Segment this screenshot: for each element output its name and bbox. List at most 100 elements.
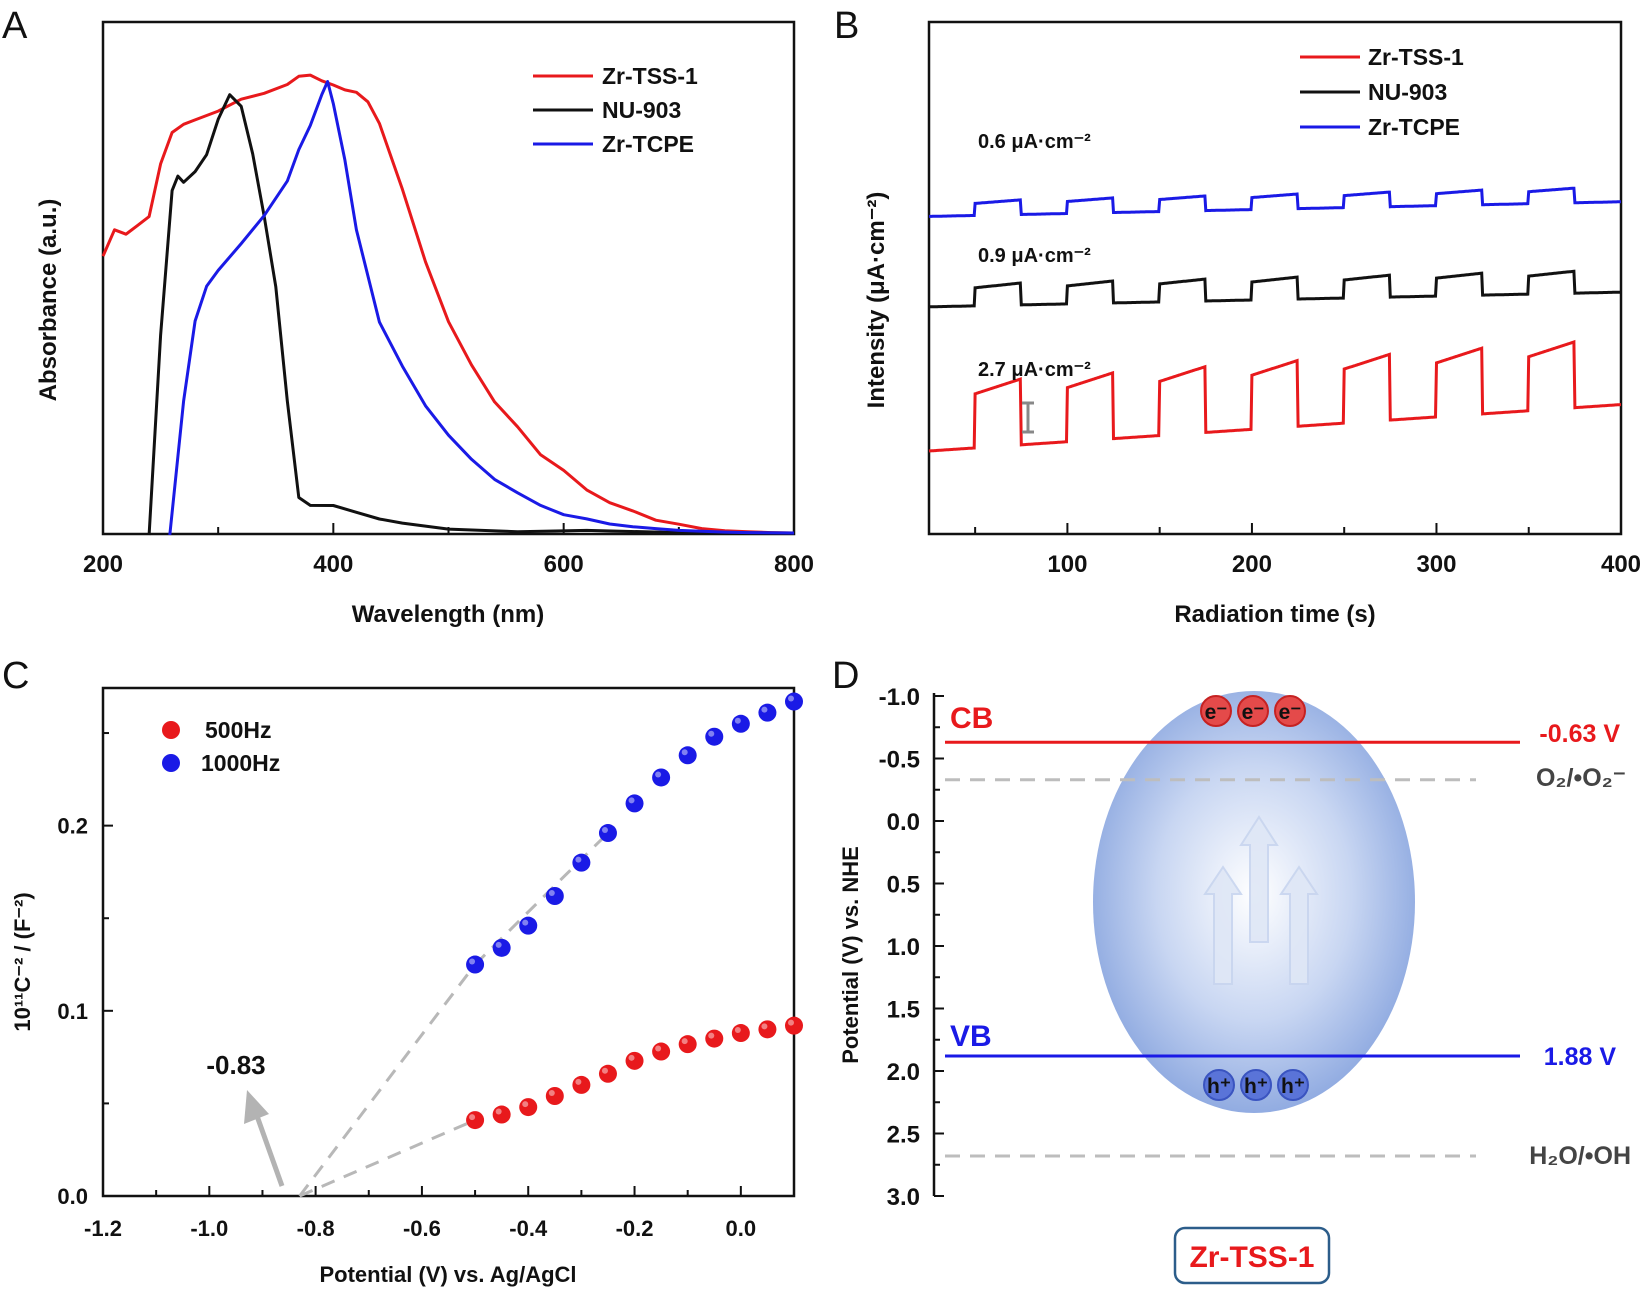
data-point-500hz [678, 1035, 697, 1054]
legend-label-a-0: Zr-TSS-1 [602, 63, 698, 89]
data-point-500hz [652, 1042, 671, 1061]
data-point-1000hz [545, 887, 564, 905]
holes: h⁺ h⁺ h⁺ [1203, 1069, 1309, 1101]
y-axis-label-b: Intensity (μA·cm⁻²) [863, 192, 890, 409]
x-axis-label-c: Potential (V) vs. Ag/AgCl [319, 1262, 576, 1287]
data-point-1000hz [785, 692, 803, 711]
data-point-500hz [572, 1075, 591, 1094]
data-point-500hz [466, 1111, 485, 1130]
data-point-1000hz [572, 853, 591, 872]
x-tick-label-c: 0.0 [726, 1216, 757, 1241]
data-point-highlight [761, 706, 768, 713]
data-point-500hz [545, 1087, 564, 1105]
x-tick-label-a: 800 [774, 551, 814, 578]
data-point-highlight [628, 1054, 635, 1061]
x-tick-label-c: -0.8 [297, 1216, 335, 1241]
y-tick-label-d: 0.0 [887, 809, 920, 836]
data-point-highlight [601, 827, 608, 834]
panel-label-a: A [2, 5, 28, 47]
series-lines-b [928, 186, 1621, 453]
svg-text:h⁺: h⁺ [1281, 1075, 1305, 1098]
x-tick-label-a: 200 [83, 551, 123, 578]
up-arrow-icon-left [1203, 865, 1243, 985]
annotation-nu-903: 0.9 μA·cm⁻² [978, 245, 1091, 267]
cb-value: -0.63 V [1539, 720, 1620, 748]
panel-a: A 200 400 600 800 Wavelength (nm) Absorbanc… [2, 5, 814, 628]
cb-label: CB [950, 702, 993, 735]
panel-label-d: D [832, 655, 859, 697]
data-point-500hz [492, 1105, 511, 1124]
panel-d: D -1.0 -0.5 0.0 0.5 1.0 1.5 2.0 2.5 3.0 e⁻ e⁻ e⁻ [832, 655, 1631, 1285]
y-axis-label-a: Absorbance (a.u.) [35, 199, 62, 402]
data-point-1000hz [731, 714, 750, 733]
hole-3: h⁺ [1277, 1069, 1309, 1101]
data-point-500hz [705, 1029, 724, 1048]
x-tick-label-c: -0.4 [509, 1216, 548, 1241]
y-tick-label-d: 0.5 [887, 872, 920, 899]
material-box [1173, 1226, 1331, 1285]
series-line-zr-tss-1 [928, 339, 1621, 453]
data-point-1000hz [705, 727, 724, 746]
y-tick-label-d: 2.0 [887, 1059, 920, 1086]
data-points-c [466, 692, 803, 1130]
legend-c: 500Hz 1000Hz [162, 717, 280, 776]
h2o-label: H₂O/•OH [1529, 1142, 1631, 1170]
legend-label-b-0: Zr-TSS-1 [1368, 44, 1464, 70]
x-tick-label-b: 300 [1416, 551, 1456, 578]
electron-2: e⁻ [1237, 695, 1269, 727]
vb-value: 1.88 V [1544, 1043, 1617, 1071]
panel-label-c: C [2, 655, 29, 697]
data-point-highlight [522, 919, 529, 926]
annotation-zr-tss-1: 2.7 μA·cm⁻² [978, 359, 1091, 381]
legend-label-a-2: Zr-TCPE [602, 131, 694, 157]
intercept-arrow [254, 1115, 285, 1187]
intercept-arrowhead [244, 1090, 269, 1124]
x-axis-label-b: Radiation time (s) [1174, 601, 1375, 628]
x-tick-label-a: 600 [544, 551, 584, 578]
y-tick-label-c: 0.1 [57, 999, 88, 1024]
data-point-1000hz [625, 794, 644, 813]
y-tick-label-d: 3.0 [887, 1184, 920, 1211]
x-tick-label-b: 100 [1047, 551, 1087, 578]
y-axis-label-c: 10¹¹C⁻² / (F⁻²) [10, 892, 35, 1031]
x-tick-label-c: -1.2 [84, 1216, 122, 1241]
data-point-1000hz [678, 746, 697, 765]
excitation-arrows [1203, 815, 1319, 985]
legend-label-c-0: 500Hz [205, 717, 271, 743]
annotation-zr-tcpe: 0.6 μA·cm⁻² [978, 131, 1091, 153]
data-point-highlight [655, 771, 662, 778]
data-point-highlight [469, 1114, 476, 1121]
y-tick-label-d: 2.5 [887, 1122, 920, 1149]
data-point-1000hz [492, 938, 511, 957]
series-line-zr-tcpe [168, 80, 795, 536]
band-lines-d [945, 740, 1520, 1158]
o2-label: O₂/•O₂⁻ [1536, 764, 1626, 792]
vb-label: VB [950, 1020, 992, 1053]
fit-line-1000hz-low [298, 963, 477, 1197]
panel-label-b: B [834, 5, 859, 47]
data-point-highlight [469, 958, 476, 965]
data-point-highlight [628, 797, 635, 804]
y-axis-ticks-d: -1.0 -0.5 0.0 0.5 1.0 1.5 2.0 2.5 3.0 [879, 684, 944, 1211]
data-point-highlight [655, 1045, 662, 1052]
electron-3: e⁻ [1274, 695, 1306, 727]
up-arrow-icon-center [1239, 815, 1279, 943]
data-point-highlight [495, 1108, 502, 1115]
electron-1: e⁻ [1200, 695, 1232, 727]
y-tick-label-c: 0.0 [57, 1184, 88, 1209]
legend-label-b-1: NU-903 [1368, 79, 1447, 105]
svg-text:e⁻: e⁻ [1242, 701, 1265, 724]
panel-b: B 100 200 300 400 0.6 μA·cm⁻² 0.9 μA·cm⁻² 2… [834, 5, 1641, 628]
data-point-highlight [681, 1038, 688, 1045]
series-line-nu-903 [147, 93, 795, 536]
up-arrow-icon-right [1279, 865, 1319, 985]
data-point-1000hz [598, 824, 617, 843]
x-tick-label-c: -0.2 [616, 1216, 654, 1241]
data-point-highlight [788, 1019, 794, 1026]
x-tick-label-b: 200 [1232, 551, 1272, 578]
data-point-500hz [785, 1016, 803, 1035]
data-point-highlight [548, 1090, 555, 1096]
data-point-highlight [575, 856, 582, 863]
data-point-highlight [734, 1027, 741, 1034]
data-point-highlight [495, 941, 502, 948]
